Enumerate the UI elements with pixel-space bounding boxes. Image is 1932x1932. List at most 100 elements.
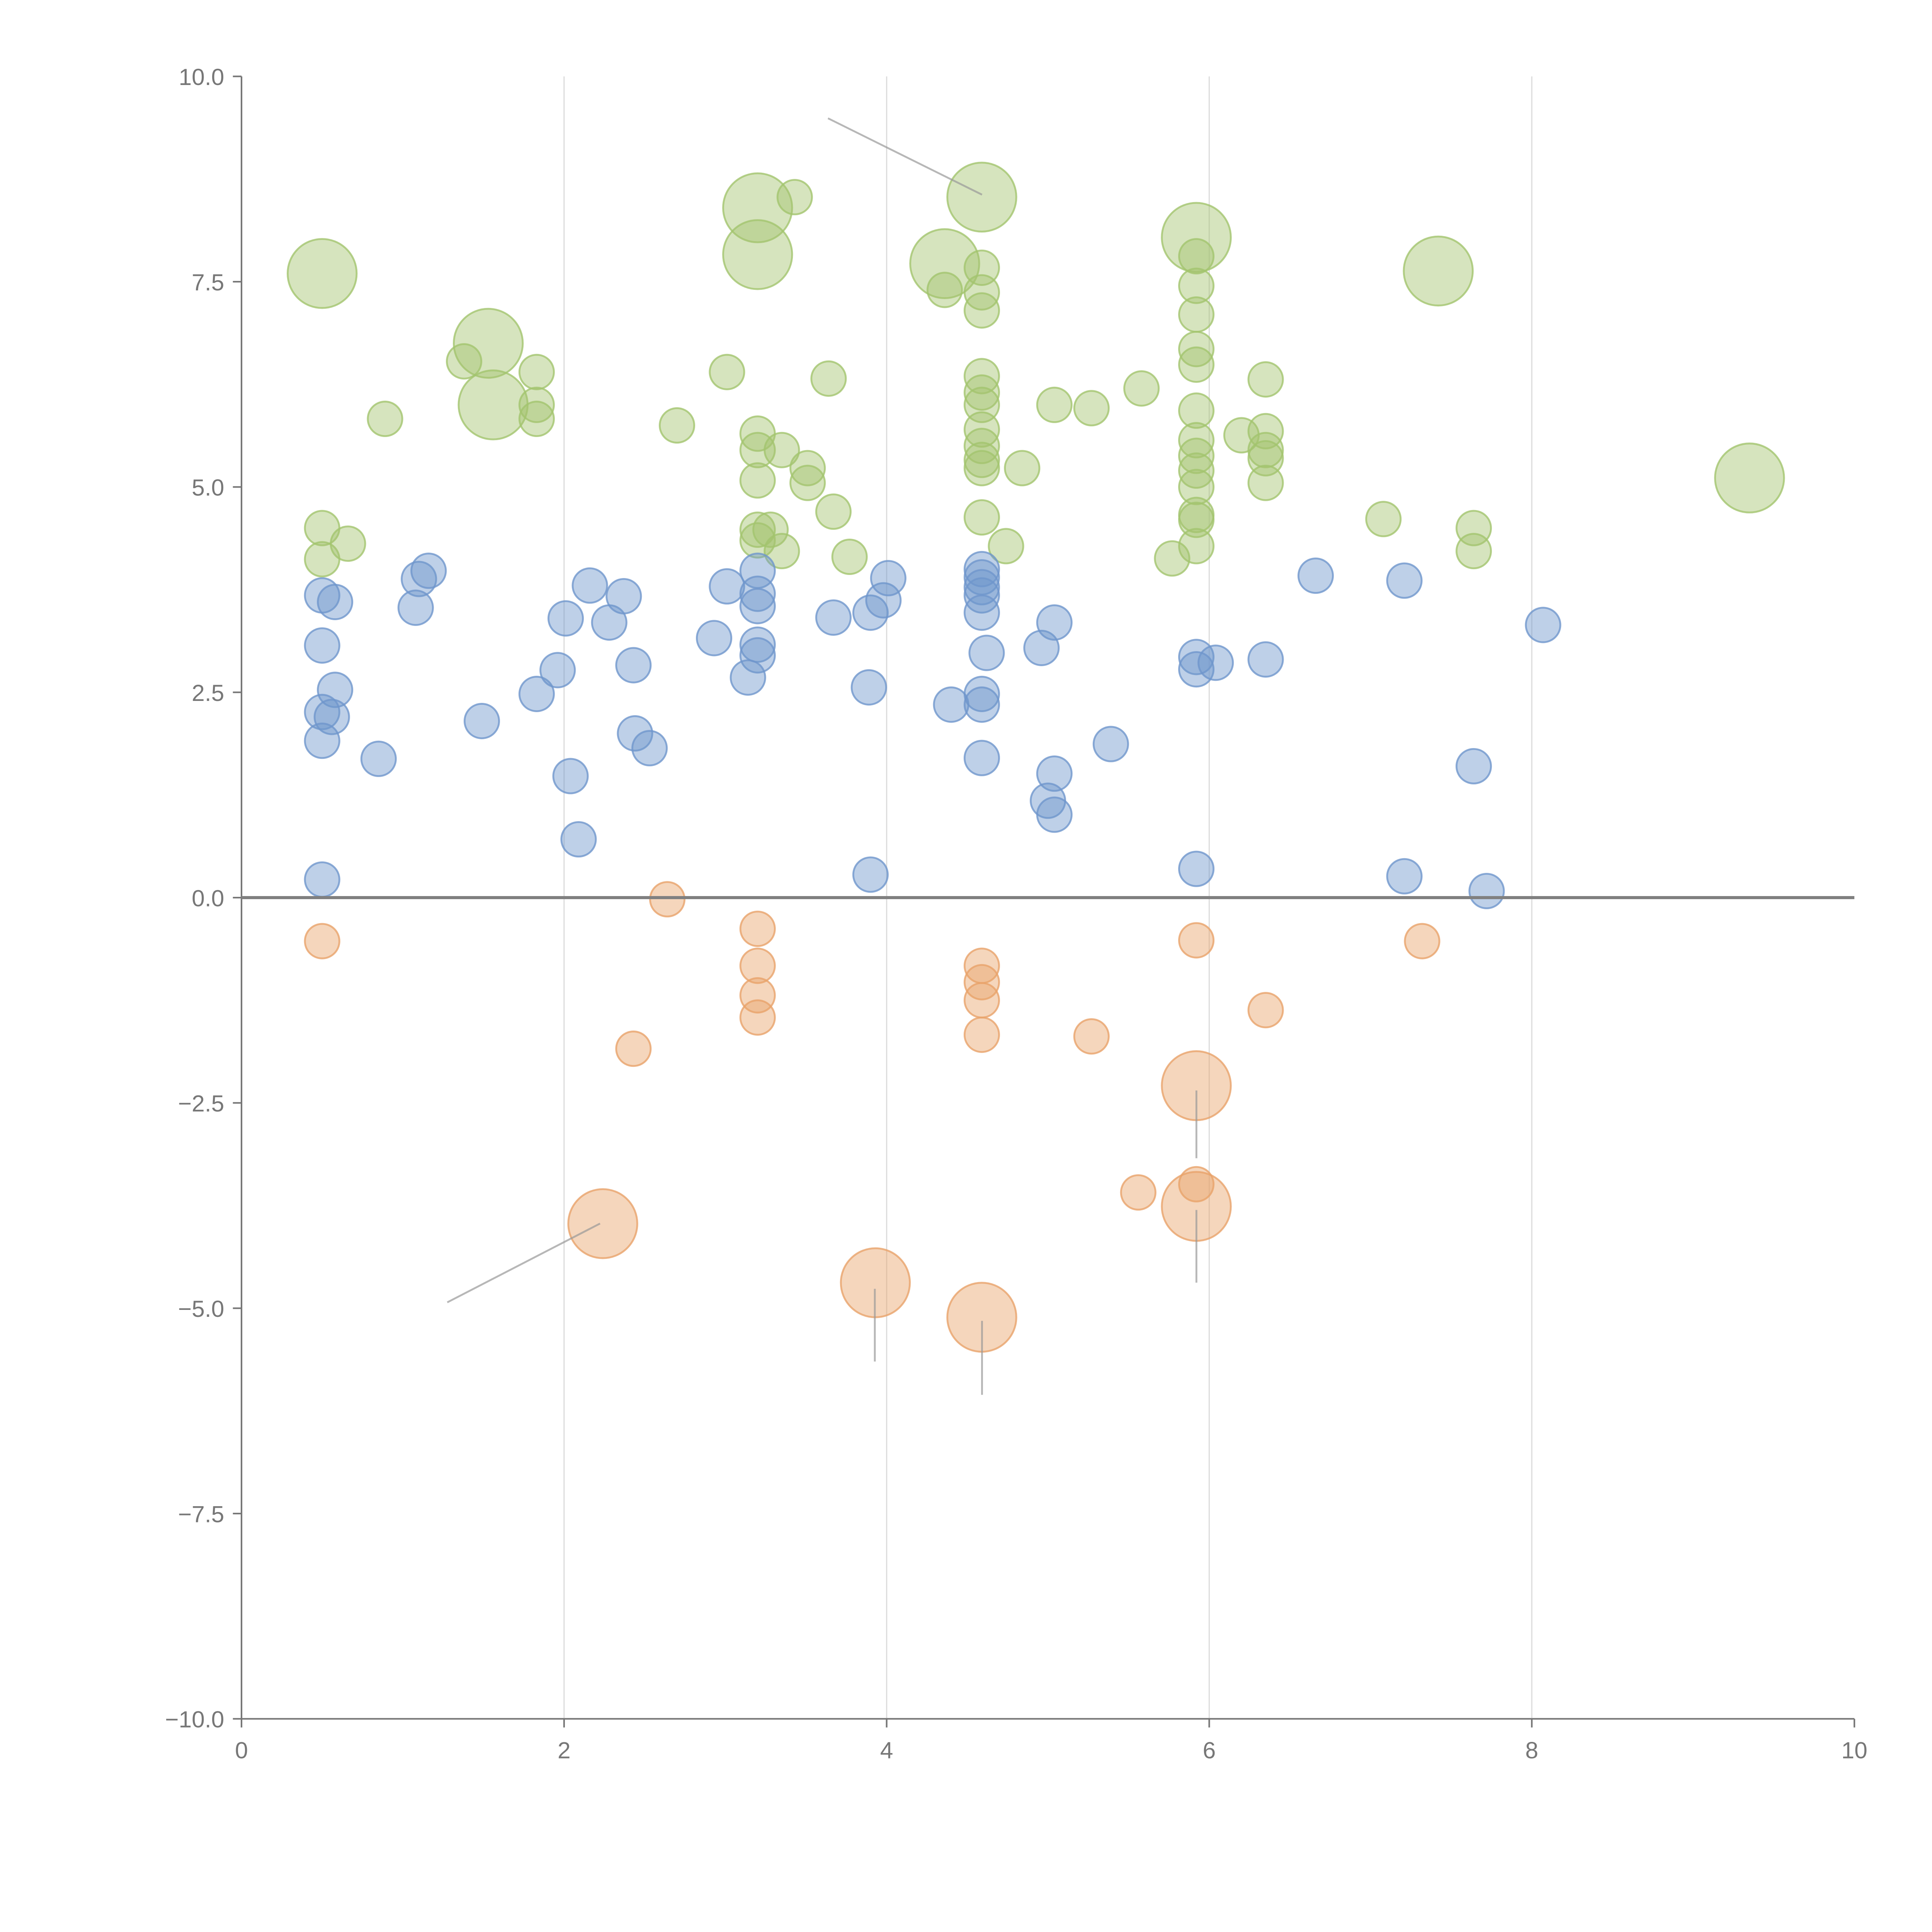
green-bubble xyxy=(367,400,403,437)
y-tick-label: 0.0 xyxy=(192,885,224,911)
blue-bubble xyxy=(852,856,889,893)
x-tick-label: 4 xyxy=(880,1737,893,1763)
orange-bubble xyxy=(739,947,776,984)
blue-bubble xyxy=(739,637,776,674)
blue-bubble xyxy=(410,553,447,589)
orange-bubble xyxy=(739,977,776,1014)
green-bubble xyxy=(287,238,358,309)
green-bubble xyxy=(1178,296,1215,333)
blue-bubble xyxy=(304,627,340,664)
green-bubble xyxy=(789,450,826,486)
green-bubble xyxy=(963,249,1000,286)
green-bubble xyxy=(1247,413,1284,449)
blue-bubble xyxy=(360,740,397,777)
green-bubble xyxy=(1247,440,1284,477)
green-bubble xyxy=(1178,331,1215,367)
orange-bubble xyxy=(963,1016,1000,1053)
green-bubble xyxy=(764,533,800,570)
blue-bubble xyxy=(933,686,969,723)
orange-bubble xyxy=(1073,1018,1110,1055)
green-bubble xyxy=(1178,392,1215,429)
blue-bubble xyxy=(304,694,340,730)
blue-bubble xyxy=(1092,726,1129,762)
blue-bubble xyxy=(963,686,1000,723)
green-bubble xyxy=(1403,235,1474,307)
blue-bubble xyxy=(518,675,555,712)
green-bubble xyxy=(810,360,847,397)
x-tick-label: 0 xyxy=(235,1737,248,1763)
green-bubble xyxy=(658,407,696,444)
green-bubble xyxy=(446,343,483,380)
blue-bubble xyxy=(571,567,608,604)
green-bubble xyxy=(963,386,1000,423)
green-bubble xyxy=(709,354,745,390)
blue-bubble xyxy=(739,575,776,612)
green-bubble xyxy=(1178,437,1215,474)
green-bubble xyxy=(831,538,868,575)
green-bubble xyxy=(789,464,826,501)
orange-bubble xyxy=(1178,1166,1215,1202)
green-bubble xyxy=(1247,464,1284,501)
blue-bubble xyxy=(1036,604,1073,641)
green-bubble xyxy=(946,162,1017,233)
blue-bubble xyxy=(539,652,576,689)
green-bubble xyxy=(1154,540,1190,577)
blue-bubble xyxy=(1386,858,1423,895)
leader-line xyxy=(827,117,983,196)
orange-bubble xyxy=(1247,992,1284,1029)
green-bubble xyxy=(1178,422,1215,459)
green-bubble xyxy=(764,432,800,468)
orange-bubble xyxy=(567,1188,638,1259)
green-bubble xyxy=(1714,442,1785,514)
blue-bubble xyxy=(1036,796,1073,833)
blue-bubble xyxy=(968,634,1005,671)
blue-bubble xyxy=(615,647,652,684)
blue-bubble xyxy=(617,715,653,752)
blue-bubble xyxy=(605,578,642,615)
green-bubble xyxy=(815,493,852,530)
y-tick-label: −10.0 xyxy=(165,1706,224,1733)
blue-bubble xyxy=(313,699,350,735)
orange-bubble xyxy=(1120,1174,1156,1211)
blue-bubble xyxy=(865,582,902,619)
blue-bubble xyxy=(963,569,1000,605)
blue-bubble xyxy=(552,758,589,794)
y-tick-label: −7.5 xyxy=(178,1501,224,1527)
green-bubble xyxy=(909,228,980,299)
green-bubble xyxy=(988,528,1024,565)
green-bubble xyxy=(739,462,776,499)
blue-bubble xyxy=(1455,748,1492,785)
green-bubble xyxy=(1004,450,1041,486)
blue-bubble xyxy=(963,740,1000,776)
blue-bubble xyxy=(304,861,340,898)
green-bubble xyxy=(518,386,555,423)
x-tick-label: 6 xyxy=(1203,1737,1216,1763)
blue-bubble xyxy=(1247,641,1284,678)
blue-bubble xyxy=(739,588,776,624)
blue-bubble xyxy=(1468,872,1505,910)
green-bubble xyxy=(452,308,524,379)
green-bubble xyxy=(963,499,1000,536)
blue-bubble xyxy=(631,730,668,767)
blue-bubble xyxy=(547,600,584,637)
green-bubble xyxy=(1178,502,1215,538)
data-points xyxy=(287,162,1785,1353)
orange-bubble xyxy=(963,982,1000,1019)
blue-bubble xyxy=(850,669,887,706)
blue-bubble xyxy=(696,620,733,656)
blue-bubble xyxy=(397,589,434,626)
blue-bubble xyxy=(1178,850,1215,887)
orange-bubble xyxy=(1404,923,1440,959)
orange-bubble xyxy=(649,881,685,918)
y-tick-label: 5.0 xyxy=(192,474,224,501)
blue-bubble xyxy=(317,583,354,620)
blue-bubble xyxy=(1036,755,1073,792)
blue-bubble xyxy=(963,594,1000,631)
orange-bubble xyxy=(739,999,776,1036)
green-bubble xyxy=(330,525,366,562)
green-bubble xyxy=(739,511,776,548)
annotation-leader-lines xyxy=(447,117,1197,1395)
blue-bubble xyxy=(1178,651,1215,688)
green-bubble xyxy=(963,374,1000,411)
blue-bubble xyxy=(1197,645,1234,681)
